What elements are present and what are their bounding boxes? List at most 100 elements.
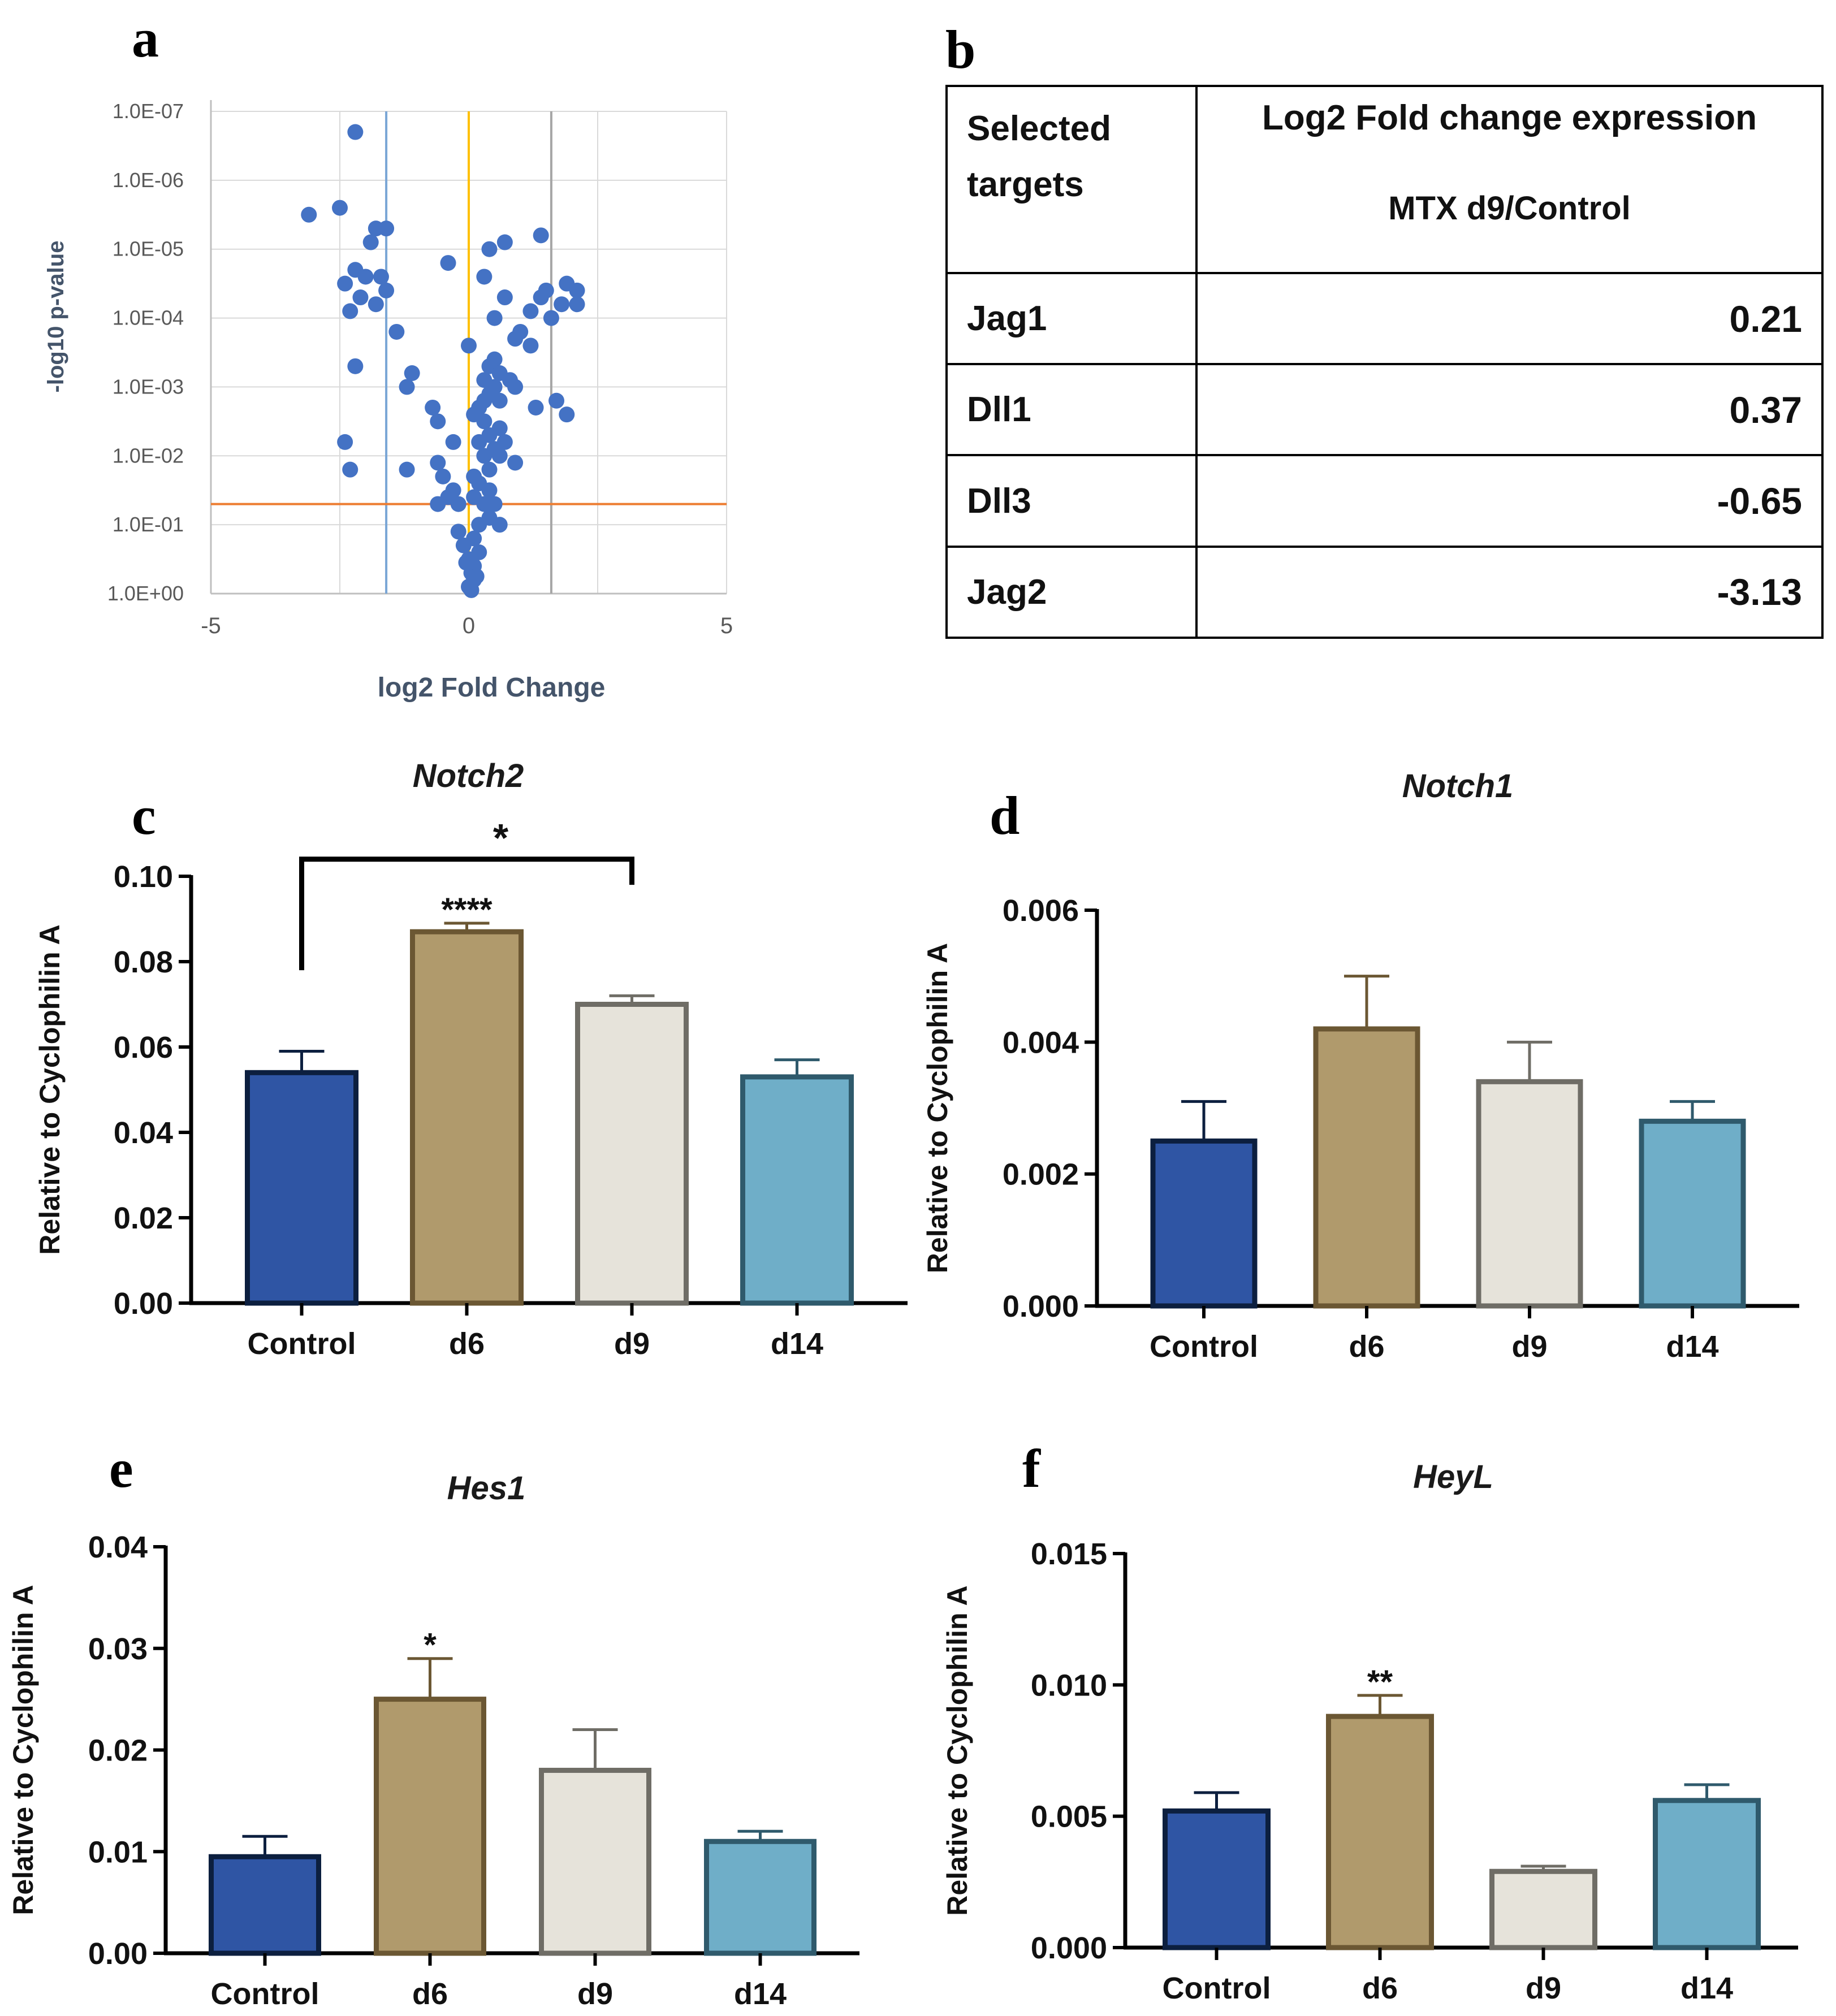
bar-d14 [1653, 1798, 1761, 1950]
x-tick-label: d6 [412, 1977, 448, 2011]
bar-d6 [374, 1697, 486, 1956]
data-point [404, 365, 420, 382]
data-point [399, 379, 415, 395]
table-row: Jag1 0.21 [945, 271, 1824, 366]
panel-letter-e: e [109, 1438, 133, 1499]
data-point [430, 496, 446, 512]
y-tick-label: 0.02 [88, 1734, 148, 1768]
bar-d14 [1639, 1118, 1746, 1309]
y-tick-label: 0.03 [88, 1632, 148, 1666]
data-point [435, 468, 451, 484]
data-point [476, 448, 493, 464]
y-axis-label: Relative to Cyclophilin A [7, 1585, 39, 1915]
y-axis-label: Relative to Cyclophilin A [941, 1585, 973, 1915]
data-point [337, 434, 353, 450]
data-point [332, 200, 348, 216]
data-point [476, 413, 493, 430]
x-tick-label: d14 [734, 1977, 787, 2011]
significance-label: **** [441, 892, 493, 928]
y-tick-label: 1.0E-07 [113, 99, 184, 123]
x-tick-label: d6 [1349, 1330, 1384, 1364]
data-point [548, 392, 565, 409]
data-point [301, 206, 317, 223]
data-point [468, 568, 485, 585]
data-point [430, 413, 446, 430]
chart-title: Notch1 [1402, 768, 1514, 804]
y-tick-label: 0.06 [114, 1031, 173, 1065]
y-tick-label: 0.01 [88, 1835, 148, 1869]
table-cell-value: -0.65 [1195, 454, 1824, 548]
data-point [559, 406, 575, 423]
x-tick-label: d9 [1511, 1330, 1547, 1364]
y-axis-label: Relative to Cyclophilin A [922, 943, 953, 1273]
data-point [368, 296, 384, 313]
data-point [347, 358, 364, 374]
y-axis-label: -log10 p-value [44, 241, 68, 393]
data-point [569, 282, 585, 298]
data-point [481, 461, 498, 478]
data-point [445, 434, 461, 450]
data-point [425, 399, 441, 416]
y-tick-label: 0.00 [88, 1937, 148, 1971]
x-tick-label: 0 [463, 613, 475, 638]
x-tick-label: 5 [720, 613, 733, 638]
x-tick-label: d9 [614, 1327, 650, 1361]
data-point [388, 323, 405, 340]
y-axis-label: Relative to Cyclophilin A [34, 924, 66, 1254]
header-selected-targets: Selected targets [945, 85, 1198, 274]
data-point [445, 482, 461, 499]
bar-chart-heyl: HeyL 0.000 0.005 0.010 0.015 Relative to Cycl… [941, 1459, 1798, 2005]
y-tick-label: 0.04 [114, 1116, 173, 1150]
data-point [507, 331, 524, 347]
data-point [373, 269, 389, 285]
significance-label: * [424, 1627, 437, 1664]
bar-control [1163, 1808, 1271, 1950]
significance-bracket-label: * [493, 816, 509, 860]
y-tick-label: 0.02 [114, 1201, 173, 1235]
table-row: Dll1 0.37 [945, 363, 1824, 457]
data-point [378, 282, 395, 298]
y-tick-label: 0.08 [114, 945, 173, 979]
x-tick-label: Control [1150, 1330, 1258, 1364]
header-log2-title: Log2 Fold change expression [1262, 98, 1757, 137]
data-point [522, 303, 539, 319]
bar-d14 [704, 1838, 817, 1956]
data-point [362, 234, 379, 250]
fold-change-table: Selected targets Log2 Fold change expres… [945, 85, 1824, 639]
y-tick-label: 0.015 [1031, 1537, 1107, 1571]
bar-d9 [1476, 1079, 1583, 1309]
significance-bracket [299, 856, 634, 971]
y-tick-label: 0.005 [1031, 1800, 1107, 1834]
table-cell-value: -3.13 [1195, 545, 1824, 639]
table-row: Jag2 -3.13 [945, 545, 1824, 639]
data-point [507, 455, 524, 471]
data-point [399, 461, 415, 478]
data-point [491, 448, 508, 464]
data-point [481, 241, 498, 257]
table-row: Dll3 -0.65 [945, 454, 1824, 548]
bar-d9 [1489, 1868, 1597, 1950]
data-point [463, 582, 479, 598]
panel-letter-f: f [1022, 1438, 1040, 1499]
panel-letter-d: d [990, 785, 1020, 846]
x-tick-label: -5 [201, 613, 221, 638]
header-mtx-subtitle: MTX d9/Control [1388, 190, 1631, 227]
x-tick-label: Control [248, 1327, 356, 1361]
data-point [486, 496, 503, 512]
data-point [533, 227, 549, 244]
y-tick-label: 0.002 [1003, 1158, 1079, 1192]
bar-control [245, 1070, 358, 1306]
y-tick-label: 0.006 [1003, 894, 1079, 928]
data-point [496, 289, 513, 306]
data-point [440, 255, 456, 271]
y-tick-label: 0.000 [1003, 1290, 1079, 1323]
y-tick-label: 0.010 [1031, 1668, 1107, 1702]
data-point [378, 220, 395, 237]
data-point [471, 517, 487, 533]
data-point [461, 338, 477, 354]
panel-letter-a: a [132, 8, 159, 68]
y-tick-label: 0.10 [114, 860, 173, 894]
bar-control [1150, 1138, 1258, 1309]
y-tick-label: 1.0E-05 [113, 237, 184, 261]
bar-d6 [410, 929, 524, 1306]
